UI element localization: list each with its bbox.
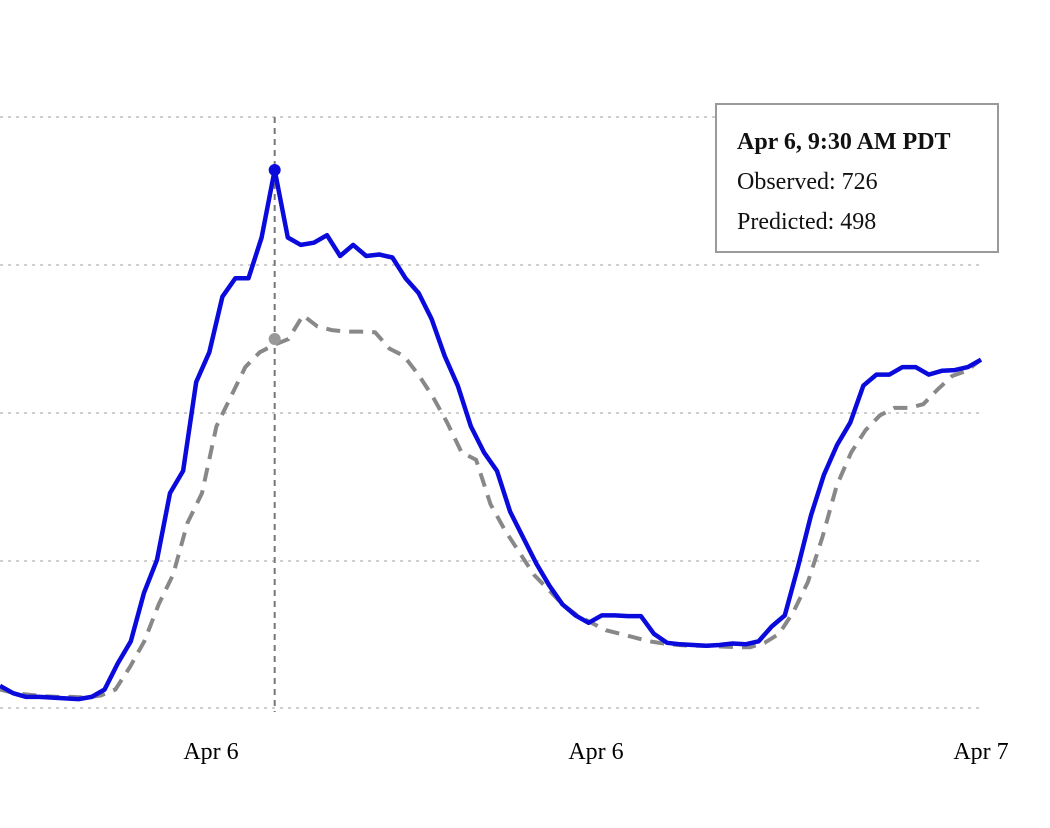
observed-highlight-point [268,164,281,177]
x-tick-label: Apr 7 [953,739,1008,765]
predicted-highlight-point [268,332,281,345]
hover-tooltip: Apr 6, 9:30 AM PDT Observed: 726 Predict… [715,103,999,253]
predicted-series-line [0,312,983,700]
observed-series-line [0,167,983,702]
x-tick-label: Apr 6 [568,739,623,765]
tooltip-observed: Observed: 726 [737,169,878,195]
tooltip-title: Apr 6, 9:30 AM PDT [737,129,951,155]
x-tick-label: Apr 6 [183,739,238,765]
x-axis-tick-labels: Apr 6 Apr 6 Apr 7 [183,739,1008,765]
tooltip-predicted: Predicted: 498 [737,209,877,235]
